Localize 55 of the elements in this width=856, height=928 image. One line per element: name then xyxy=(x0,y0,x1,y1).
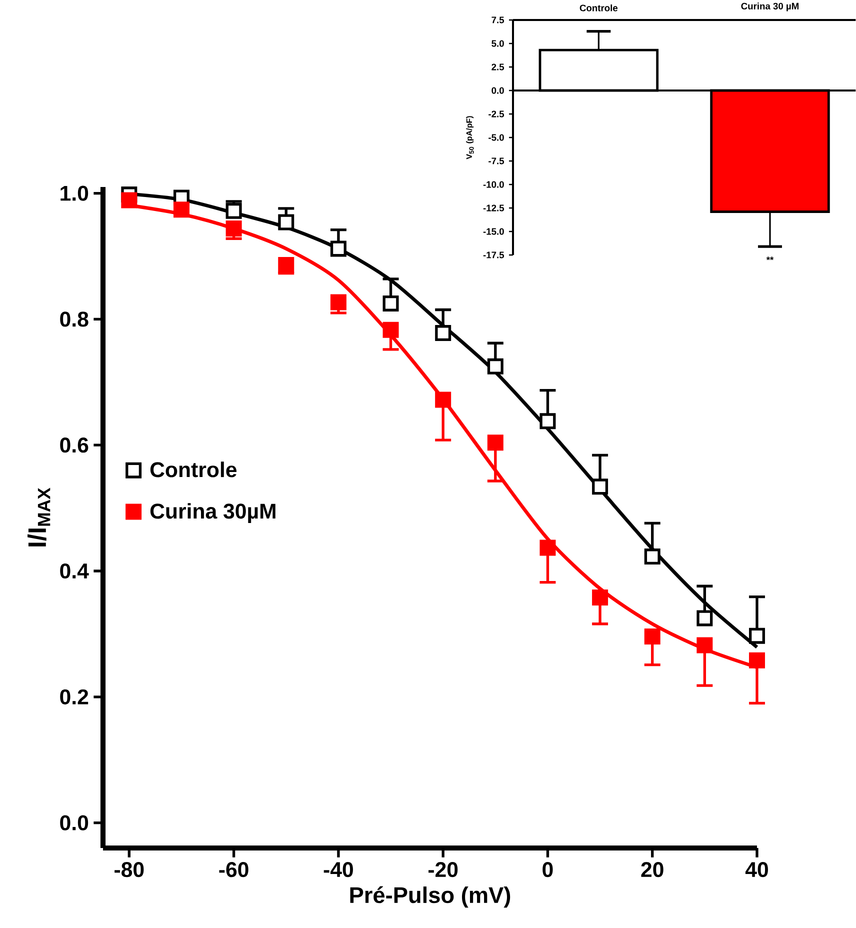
x-tick-label: 40 xyxy=(745,862,768,878)
y-tick-label: -7.5 xyxy=(488,158,504,164)
point xyxy=(330,294,346,310)
point xyxy=(121,192,138,208)
y-axis-title: I/I$_{MAX}$ xyxy=(28,488,50,546)
point xyxy=(748,652,765,668)
y-tick-label: -5.0 xyxy=(488,134,504,141)
point xyxy=(592,589,608,606)
legend-label: Curina 30µM xyxy=(150,503,276,523)
x-tick-label: 0 xyxy=(542,862,553,878)
point xyxy=(748,628,765,644)
y-tick-label: 0.0 xyxy=(492,87,504,94)
y-tick-label: 0.2 xyxy=(60,689,88,704)
y-tick-label: 5.0 xyxy=(492,40,504,47)
y-tick-label: 1.0 xyxy=(60,186,88,201)
x-tick-label: -40 xyxy=(324,862,353,878)
x-tick-label: 20 xyxy=(641,862,664,878)
x-tick-label: -60 xyxy=(219,862,248,878)
point xyxy=(644,628,660,644)
point xyxy=(226,202,242,219)
point xyxy=(382,322,399,338)
x-axis-title: Pré-Pulso (mV) xyxy=(350,886,510,908)
y-tick-label: 0.6 xyxy=(60,438,88,453)
point xyxy=(644,548,660,565)
y-tick-label: -10.0 xyxy=(483,181,504,188)
y-tick-label: -2.5 xyxy=(488,110,504,118)
point xyxy=(226,220,242,237)
point xyxy=(540,413,556,430)
point xyxy=(435,392,452,408)
point xyxy=(278,214,294,230)
y-tick-label: 0.8 xyxy=(60,312,88,327)
point xyxy=(592,478,608,495)
point xyxy=(487,358,504,374)
y-tick-label: 0.0 xyxy=(60,815,88,830)
y-axis-title: V$_{50}$ (pA/pF) xyxy=(466,116,474,160)
y-tick-label: -17.5 xyxy=(483,252,504,258)
point xyxy=(696,610,713,626)
x-tick-label: Curina 30 µM xyxy=(741,2,798,12)
y-tick-label: 0.4 xyxy=(60,563,89,579)
text: ** xyxy=(766,256,774,260)
point xyxy=(540,540,556,556)
y-tick-label: 2.5 xyxy=(492,64,504,70)
y-tick-label: -12.5 xyxy=(483,204,504,212)
point xyxy=(696,637,713,654)
y-tick-label: 7.5 xyxy=(492,16,504,24)
y-tick-label: -15.0 xyxy=(483,228,504,235)
point xyxy=(173,202,190,218)
point xyxy=(278,257,294,274)
x-tick-label: -20 xyxy=(428,862,458,878)
point xyxy=(435,325,452,342)
point xyxy=(382,295,399,312)
x-tick-label: -80 xyxy=(114,862,144,878)
legend-label: Controle xyxy=(150,462,237,478)
point xyxy=(487,434,504,451)
point xyxy=(330,240,346,257)
